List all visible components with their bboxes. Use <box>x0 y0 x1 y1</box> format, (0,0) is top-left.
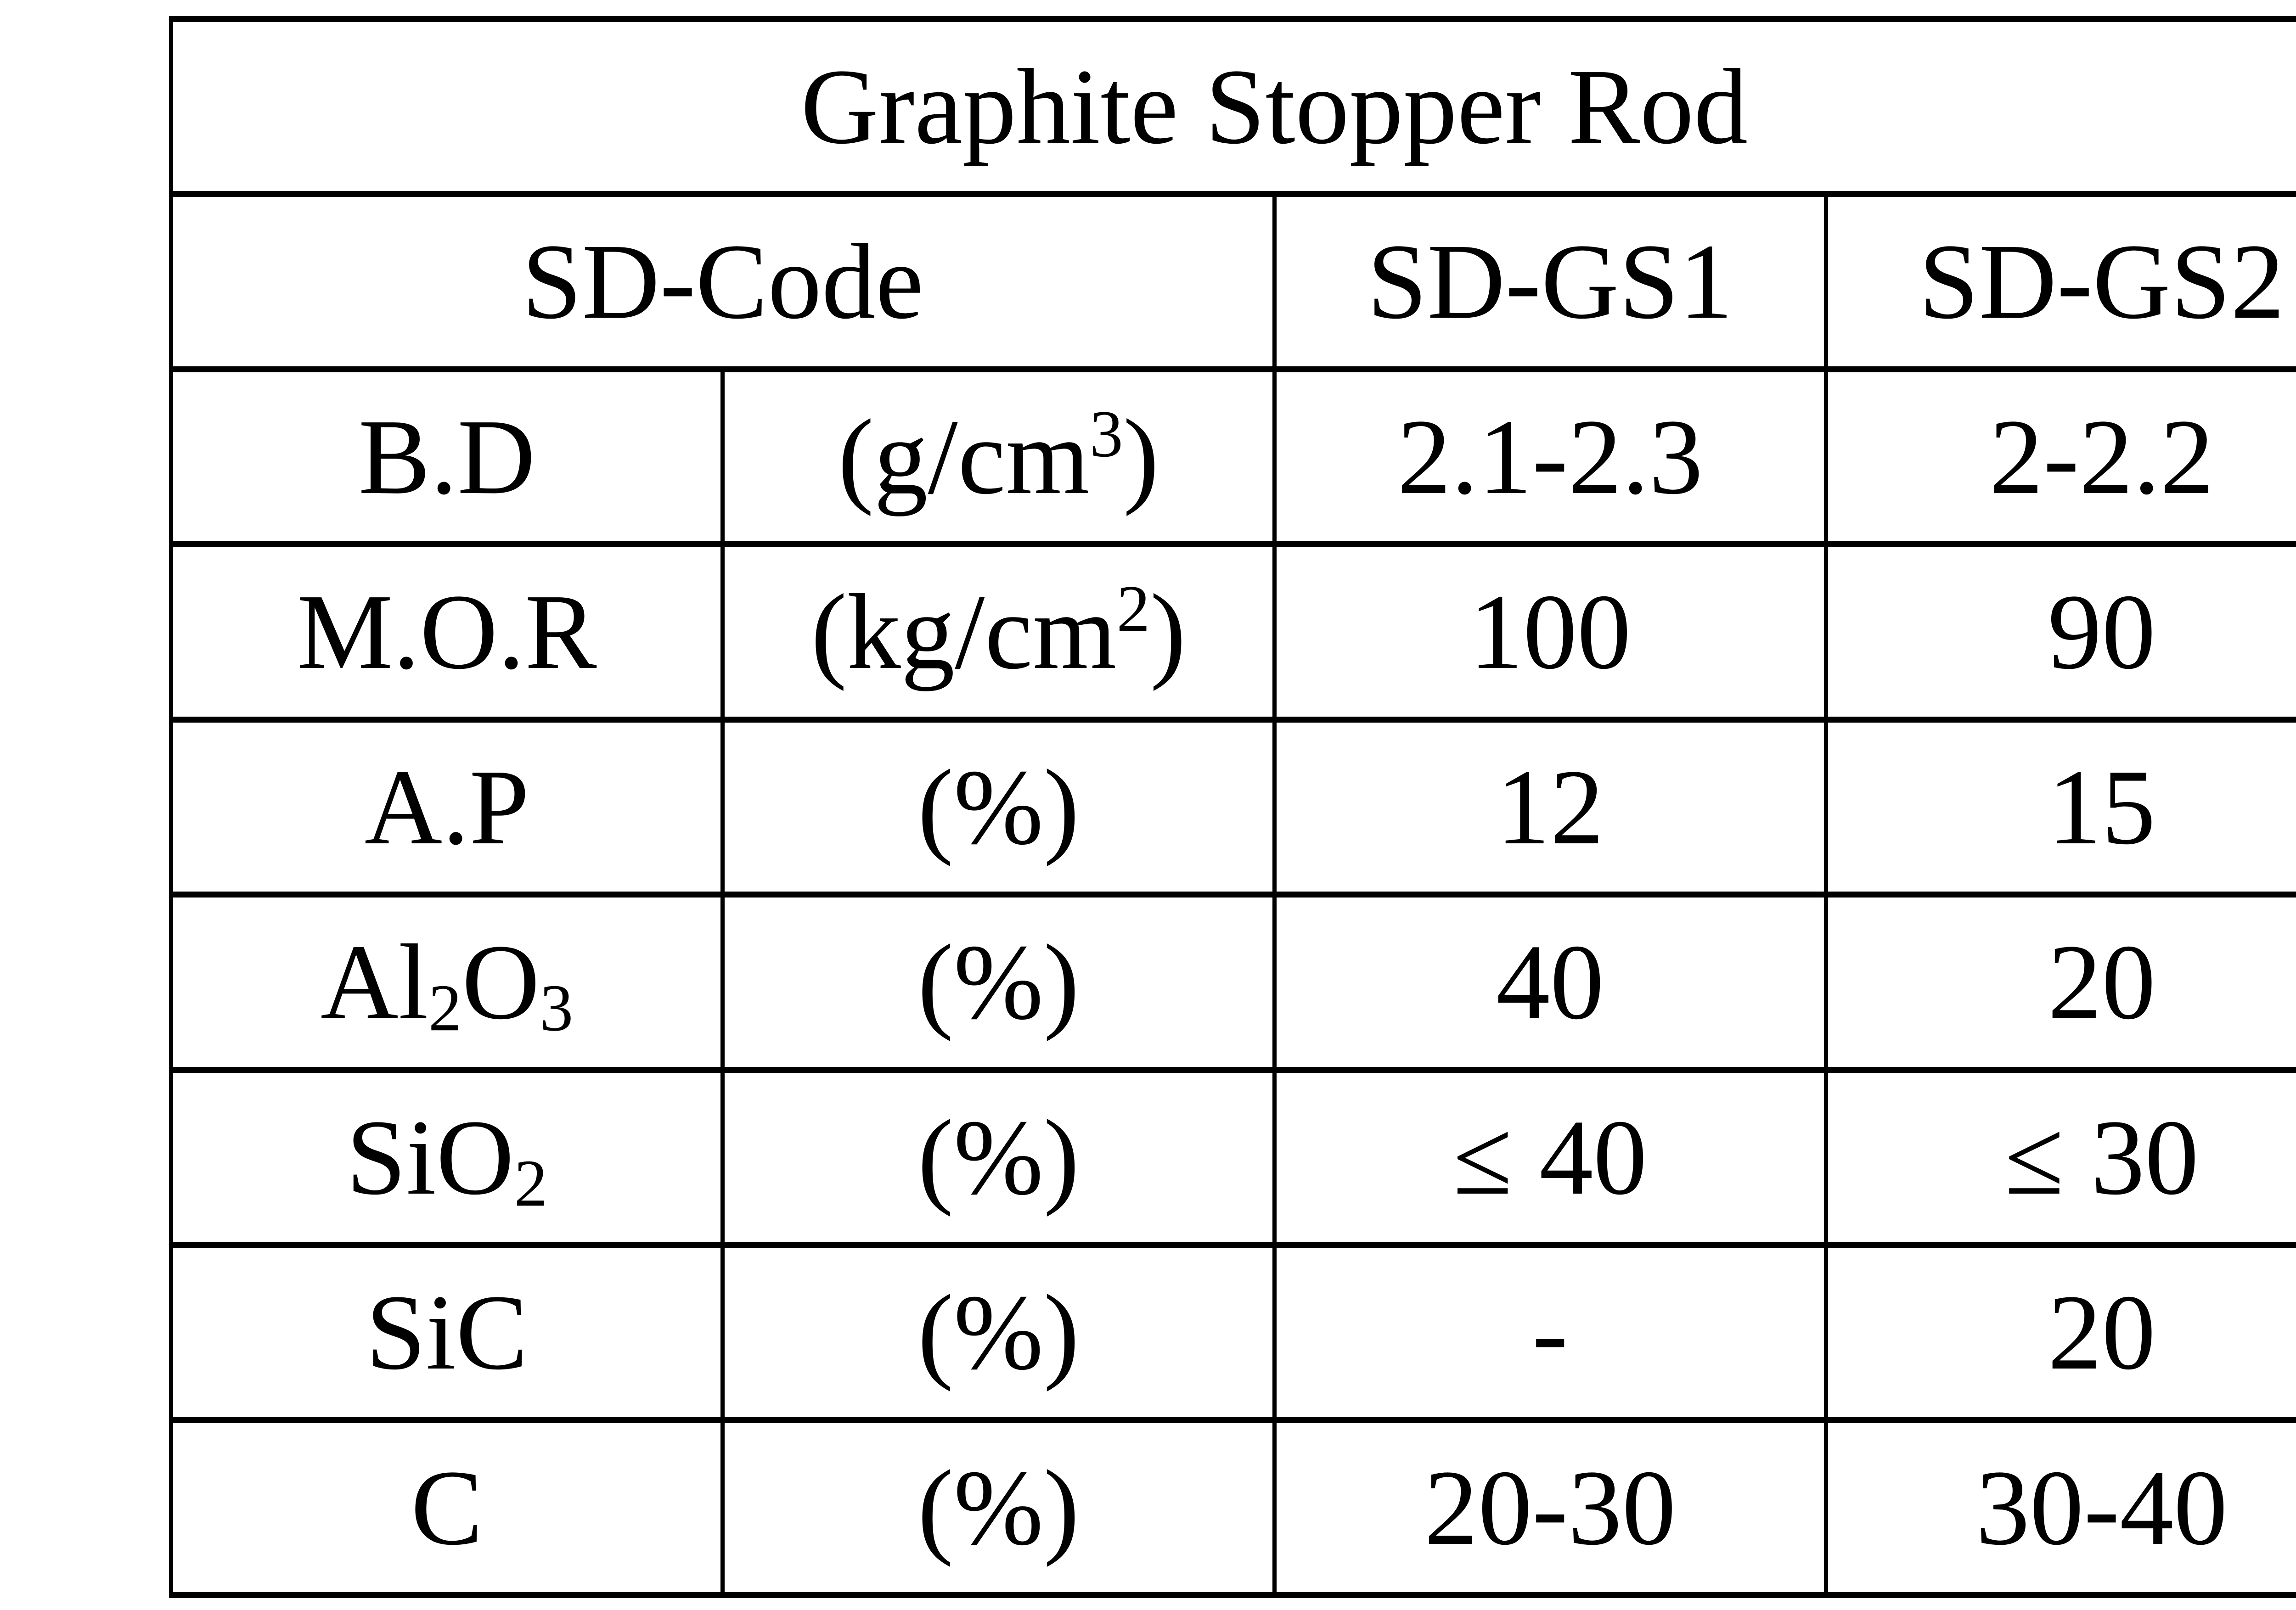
unit-label: (%) <box>720 1242 1277 1423</box>
title-row: Graphite Stopper Rod <box>169 16 2296 197</box>
gs1-value: - <box>1272 1242 1828 1423</box>
property-label: C <box>169 1417 725 1598</box>
unit-label: (g/cm3) <box>720 366 1277 548</box>
unit-label: (%) <box>720 1417 1277 1598</box>
gs2-value: 90 <box>1823 541 2296 723</box>
gs2-value: 20 <box>1823 1242 2296 1423</box>
gs1-value: 40 <box>1272 892 1828 1073</box>
gs1-value: 12 <box>1272 716 1828 898</box>
table-row-al2o3: Al2O3 (%) 40 20 <box>169 892 2296 1073</box>
header-row: SD-Code SD-GS1 SD-GS2 <box>169 191 2296 372</box>
property-label: SiO2 <box>169 1066 725 1248</box>
gs1-value: 100 <box>1272 541 1828 723</box>
gs2-value: 20 <box>1823 892 2296 1073</box>
table-row-sio2: SiO2 (%) ≤ 40 ≤ 30 <box>169 1066 2296 1248</box>
gs2-value: 15 <box>1823 716 2296 898</box>
header-sd-gs2: SD-GS2 <box>1823 191 2296 372</box>
table-row-sic: SiC (%) - 20 <box>169 1242 2296 1423</box>
property-label: SiC <box>169 1242 725 1423</box>
header-sd-code: SD-Code <box>169 191 1277 372</box>
unit-label: (%) <box>720 1066 1277 1248</box>
unit-label: (kg/cm2) <box>720 541 1277 723</box>
property-label: A.P <box>169 716 725 898</box>
gs2-value: 2-2.2 <box>1823 366 2296 548</box>
property-label: B.D <box>169 366 725 548</box>
gs1-value: ≤ 40 <box>1272 1066 1828 1248</box>
unit-label: (%) <box>720 716 1277 898</box>
property-label: M.O.R <box>169 541 725 723</box>
table-row-mor: M.O.R (kg/cm2) 100 90 <box>169 541 2296 723</box>
graphite-stopper-rod-table: Graphite Stopper Rod SD-Code SD-GS1 SD-G… <box>169 16 2296 1598</box>
gs1-value: 20-30 <box>1272 1417 1828 1598</box>
table-title: Graphite Stopper Rod <box>169 16 2296 197</box>
gs2-value: ≤ 30 <box>1823 1066 2296 1248</box>
unit-label: (%) <box>720 892 1277 1073</box>
gs2-value: 30-40 <box>1823 1417 2296 1598</box>
property-label: Al2O3 <box>169 892 725 1073</box>
gs1-value: 2.1-2.3 <box>1272 366 1828 548</box>
header-sd-gs1: SD-GS1 <box>1272 191 1828 372</box>
table-row-c: C (%) 20-30 30-40 <box>169 1417 2296 1598</box>
table-row-bd: B.D (g/cm3) 2.1-2.3 2-2.2 <box>169 366 2296 548</box>
table-row-ap: A.P (%) 12 15 <box>169 716 2296 898</box>
spec-table-figure: Graphite Stopper Rod SD-Code SD-GS1 SD-G… <box>169 16 2296 1598</box>
